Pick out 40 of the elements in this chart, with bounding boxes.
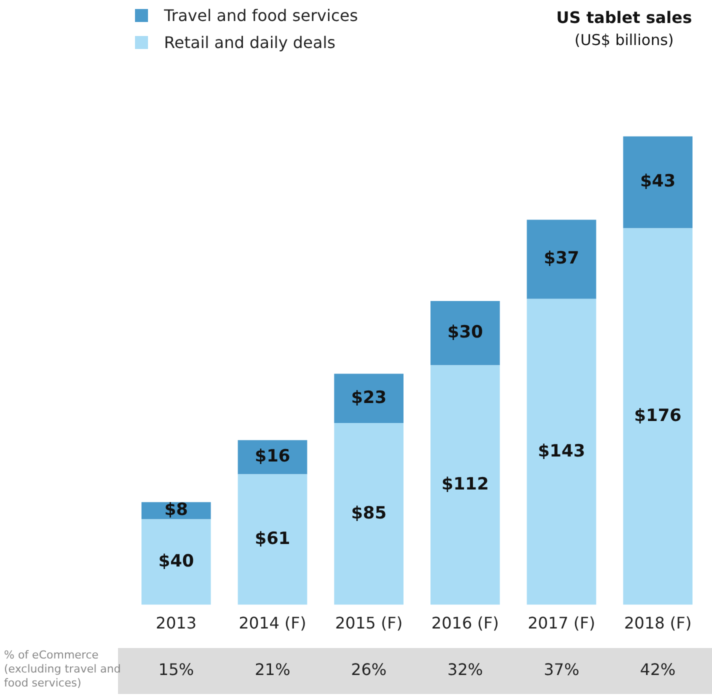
data-label: $23	[351, 388, 387, 408]
x-tick-label: 2014 (F)	[238, 614, 306, 633]
data-label: $30	[447, 322, 484, 343]
bar	[526, 298, 596, 605]
bar	[238, 440, 308, 474]
data-label: $112	[442, 474, 489, 494]
data-label: $16	[254, 446, 290, 467]
chart-title: US tablet sales	[556, 8, 692, 27]
bar	[334, 422, 404, 605]
x-tick-label: 2013	[156, 614, 197, 633]
bar	[623, 136, 693, 228]
x-tick-label: 2016 (F)	[431, 614, 499, 633]
x-tick-label: 2015 (F)	[335, 614, 403, 633]
data-label: $40	[158, 551, 194, 572]
text: 42%	[640, 660, 676, 680]
text: % of eCommerce (excluding travel and food services)	[4, 648, 121, 690]
x-tick-label: 2018 (F)	[624, 614, 692, 633]
text: 21%	[254, 660, 290, 680]
x-tick-label: 2017 (F)	[528, 614, 596, 633]
data-label: $143	[538, 441, 586, 462]
text: 26%	[351, 660, 387, 680]
data-label: $176	[634, 406, 682, 426]
bar	[526, 220, 596, 299]
text: 32%	[447, 660, 483, 680]
data-label: $8	[164, 500, 188, 520]
legend-label: Travel and food services	[164, 6, 358, 25]
legend-label: Retail and daily deals	[164, 33, 336, 52]
chart-subtitle: (US$ billions)	[574, 31, 675, 49]
text: 15%	[158, 660, 194, 680]
bar	[334, 374, 404, 423]
bar	[141, 519, 211, 605]
data-label: $85	[351, 503, 387, 524]
data-label: $61	[254, 528, 290, 549]
text: 37%	[544, 660, 580, 680]
data-label: $37	[544, 248, 580, 269]
bar	[623, 228, 693, 605]
bar	[430, 301, 500, 366]
bar	[238, 474, 308, 605]
bar	[430, 365, 500, 605]
data-label: $43	[640, 172, 676, 192]
